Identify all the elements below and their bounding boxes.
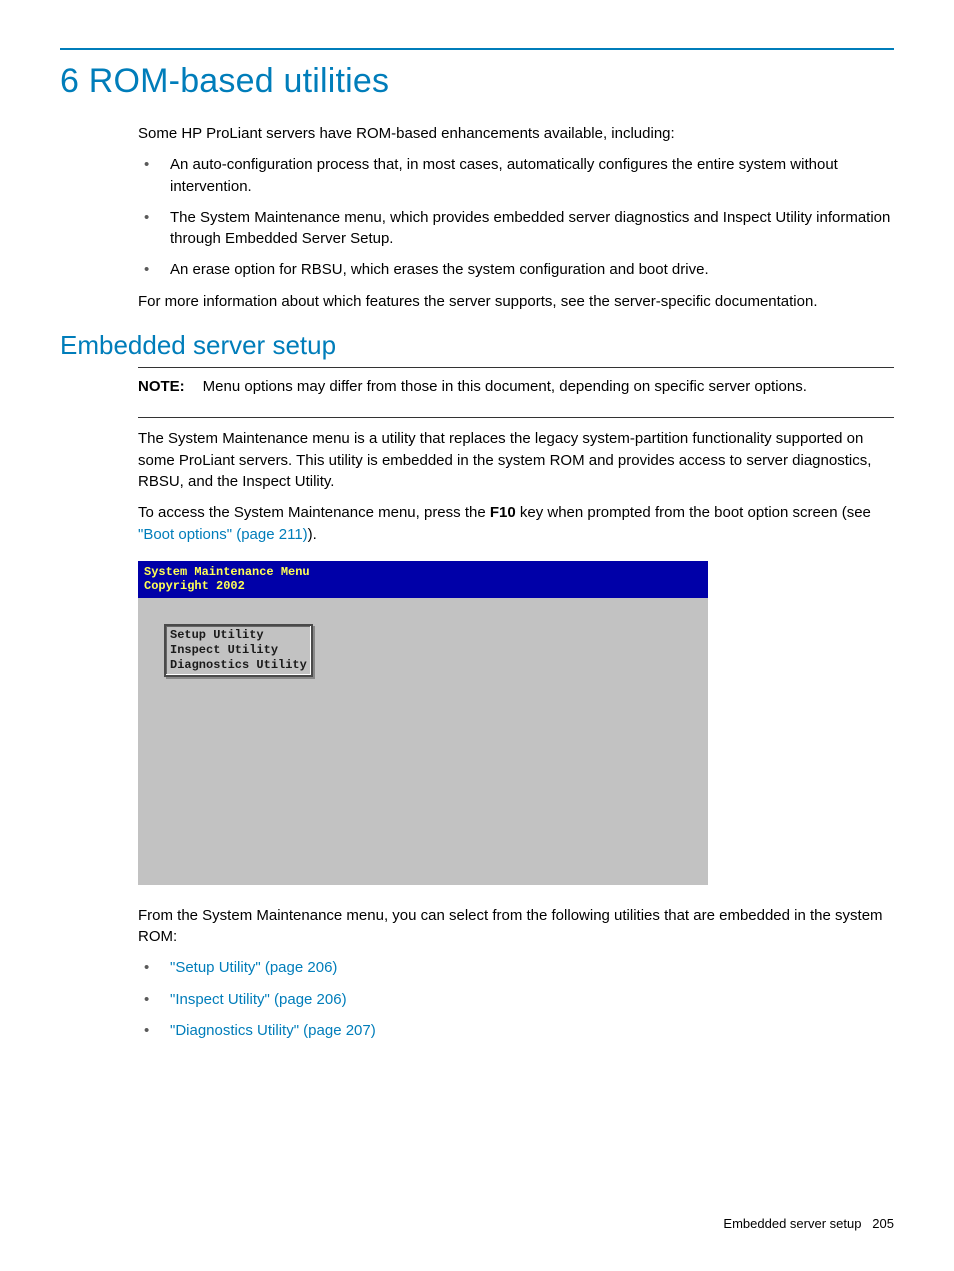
page-number: 205 [872, 1216, 894, 1231]
top-rule [60, 48, 894, 50]
maintenance-menu-screenshot: System Maintenance Menu Copyright 2002 S… [138, 561, 708, 885]
menu-item: Setup Utility [170, 628, 307, 643]
section-p2: To access the System Maintenance menu, p… [138, 502, 894, 545]
page-footer: Embedded server setup 205 [723, 1216, 894, 1231]
list-item: The System Maintenance menu, which provi… [138, 207, 894, 250]
note-block: NOTE: Menu options may differ from those … [138, 368, 894, 417]
note-body: Menu options may differ from those in th… [203, 378, 807, 395]
screenshot-copyright: Copyright 2002 [144, 579, 702, 593]
key-name: F10 [490, 504, 516, 521]
section-p1: The System Maintenance menu is a utility… [138, 428, 894, 492]
screenshot-body: Setup Utility Inspect Utility Diagnostic… [138, 598, 708, 677]
note-label: NOTE: [138, 378, 185, 395]
intro-list: An auto-configuration process that, in m… [138, 154, 894, 280]
screenshot-header: System Maintenance Menu Copyright 2002 [138, 561, 708, 598]
section-p3: From the System Maintenance menu, you ca… [138, 905, 894, 948]
intro-block: Some HP ProLiant servers have ROM-based … [138, 123, 894, 312]
list-item: An erase option for RBSU, which erases t… [138, 259, 894, 280]
p2-post: ). [308, 526, 317, 543]
setup-utility-link[interactable]: "Setup Utility" (page 206) [170, 959, 337, 976]
inspect-utility-link[interactable]: "Inspect Utility" (page 206) [170, 991, 347, 1008]
list-item: "Inspect Utility" (page 206) [138, 989, 894, 1010]
list-item: "Diagnostics Utility" (page 207) [138, 1020, 894, 1041]
boot-options-link[interactable]: "Boot options" (page 211) [138, 526, 308, 543]
menu-item: Diagnostics Utility [170, 658, 307, 673]
menu-item: Inspect Utility [170, 643, 307, 658]
p2-mid: key when prompted from the boot option s… [516, 504, 871, 521]
chapter-title: 6 ROM-based utilities [60, 62, 894, 101]
list-item: An auto-configuration process that, in m… [138, 154, 894, 197]
screenshot-title: System Maintenance Menu [144, 565, 702, 579]
diagnostics-utility-link[interactable]: "Diagnostics Utility" (page 207) [170, 1022, 376, 1039]
section-body: NOTE: Menu options may differ from those … [138, 367, 894, 1041]
note-text: NOTE: Menu options may differ from those … [138, 376, 894, 397]
p2-pre: To access the System Maintenance menu, p… [138, 504, 490, 521]
intro-more-info: For more information about which feature… [138, 291, 894, 312]
footer-section: Embedded server setup [723, 1216, 861, 1231]
utility-link-list: "Setup Utility" (page 206) "Inspect Util… [138, 957, 894, 1041]
document-page: 6 ROM-based utilities Some HP ProLiant s… [0, 0, 954, 1271]
divider [138, 417, 894, 418]
section-title: Embedded server setup [60, 330, 894, 361]
intro-lead: Some HP ProLiant servers have ROM-based … [138, 123, 894, 144]
menu-box: Setup Utility Inspect Utility Diagnostic… [164, 624, 313, 677]
list-item: "Setup Utility" (page 206) [138, 957, 894, 978]
